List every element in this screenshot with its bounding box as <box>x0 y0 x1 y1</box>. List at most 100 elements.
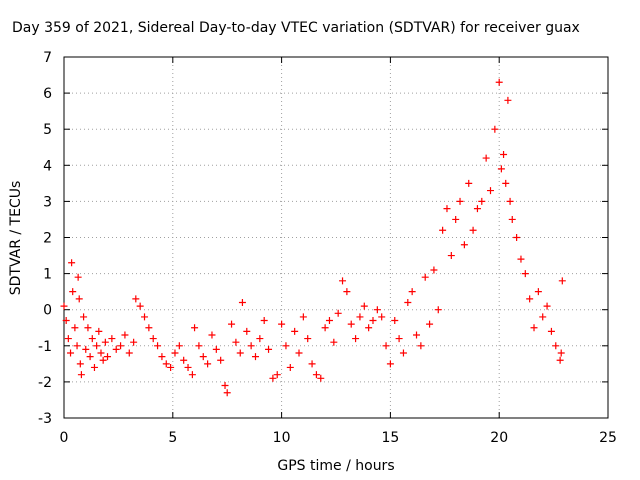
data-point <box>101 338 109 346</box>
data-point <box>556 356 564 364</box>
y-tick-label: -3 <box>38 411 52 427</box>
data-point <box>456 197 464 205</box>
data-point <box>162 360 170 368</box>
y-tick-label: -1 <box>38 339 52 355</box>
data-point <box>141 313 149 321</box>
data-point <box>104 353 112 361</box>
data-point <box>482 154 490 162</box>
data-point <box>430 266 438 274</box>
data-point <box>434 306 442 314</box>
data-point <box>497 165 505 173</box>
data-point <box>506 197 514 205</box>
data-point <box>343 288 351 296</box>
data-point <box>495 78 503 86</box>
data-point <box>408 288 416 296</box>
data-point <box>93 342 101 350</box>
x-tick-label: 15 <box>381 430 399 446</box>
data-point <box>76 360 84 368</box>
data-point <box>247 342 255 350</box>
data-point <box>413 331 421 339</box>
data-point <box>308 360 316 368</box>
data-point <box>251 353 259 361</box>
data-point <box>125 349 133 357</box>
data-point <box>74 273 82 281</box>
data-point <box>238 298 246 306</box>
data-point <box>386 360 394 368</box>
data-point <box>154 342 162 350</box>
data-point <box>325 317 333 325</box>
data-point <box>195 342 203 350</box>
data-point <box>256 335 264 343</box>
data-point <box>86 353 94 361</box>
data-point <box>558 277 566 285</box>
y-tick-label: 3 <box>43 194 52 210</box>
data-point <box>530 324 538 332</box>
data-point <box>158 353 166 361</box>
x-tick-label: 25 <box>599 430 617 446</box>
data-point <box>208 331 216 339</box>
data-point <box>304 335 312 343</box>
chart-title: Day 359 of 2021, Sidereal Day-to-day VTE… <box>12 20 580 36</box>
data-point <box>99 356 107 364</box>
data-point <box>460 241 468 249</box>
data-point <box>404 298 412 306</box>
data-point <box>236 349 244 357</box>
data-point <box>175 342 183 350</box>
data-point <box>339 277 347 285</box>
data-point <box>395 335 403 343</box>
x-tick-label: 20 <box>490 430 508 446</box>
data-point <box>77 371 85 379</box>
data-point <box>504 96 512 104</box>
data-point <box>260 317 268 325</box>
data-point <box>517 255 525 263</box>
data-point <box>500 150 508 158</box>
data-point <box>278 320 286 328</box>
y-axis-ticks: -3 -2 -1 0 1 2 3 4 5 6 7 <box>38 50 608 427</box>
data-point <box>391 317 399 325</box>
y-tick-label: 1 <box>43 267 52 283</box>
data-point <box>73 342 81 350</box>
x-tick-label: 10 <box>273 430 291 446</box>
data-point <box>521 270 529 278</box>
data-point <box>534 288 542 296</box>
data-point <box>223 389 231 397</box>
data-point <box>71 324 79 332</box>
data-point <box>212 345 220 353</box>
data-point <box>88 335 96 343</box>
data-point <box>439 226 447 234</box>
y-tick-label: 4 <box>43 158 52 174</box>
data-point <box>295 349 303 357</box>
data-point <box>191 324 199 332</box>
data-point <box>60 302 68 310</box>
data-point <box>286 363 294 371</box>
data-point <box>62 317 70 325</box>
data-point <box>180 356 188 364</box>
data-point <box>330 338 338 346</box>
data-point <box>199 353 207 361</box>
y-tick-label: 2 <box>43 231 52 247</box>
data-point <box>365 324 373 332</box>
data-point <box>90 363 98 371</box>
data-point <box>547 327 555 335</box>
data-point <box>508 215 516 223</box>
data-points <box>60 78 566 397</box>
data-point <box>426 320 434 328</box>
data-point <box>369 317 377 325</box>
data-point <box>130 338 138 346</box>
data-point <box>491 125 499 133</box>
data-point <box>447 252 455 260</box>
data-point <box>132 295 140 303</box>
data-point <box>356 313 364 321</box>
data-point <box>557 349 565 357</box>
data-point <box>243 327 251 335</box>
data-point <box>321 324 329 332</box>
data-point <box>513 234 521 241</box>
y-tick-label: 7 <box>43 50 52 66</box>
data-point <box>217 356 225 364</box>
data-point <box>478 197 486 205</box>
data-point <box>64 335 72 343</box>
data-point <box>228 320 236 328</box>
data-point <box>443 205 451 213</box>
data-point <box>452 215 460 223</box>
data-point <box>373 306 381 314</box>
